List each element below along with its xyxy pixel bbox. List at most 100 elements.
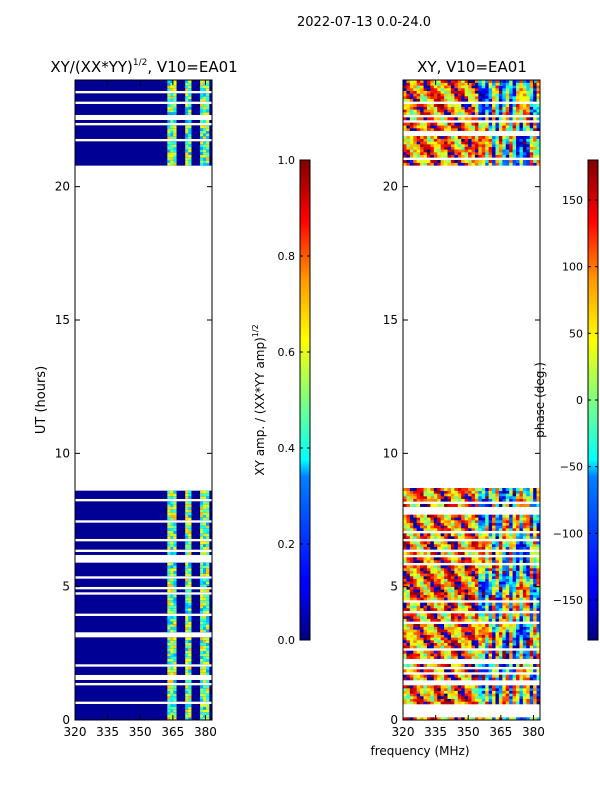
phase-cell xyxy=(457,552,462,555)
phase-cell xyxy=(420,653,424,657)
phase-cell xyxy=(457,146,462,150)
phase-cell xyxy=(536,634,540,638)
phase-cell xyxy=(447,677,452,681)
phase-cell xyxy=(461,645,465,649)
phase-cell xyxy=(516,149,520,153)
phase-cell xyxy=(516,605,520,609)
amplitude-cell xyxy=(188,490,192,494)
phase-cell xyxy=(461,154,465,158)
phase-cell xyxy=(433,493,438,497)
amplitude-cell xyxy=(188,96,192,99)
phase-cell xyxy=(536,504,540,507)
phase-cell xyxy=(437,696,441,699)
phase-cell xyxy=(492,677,496,681)
phase-cell xyxy=(416,488,421,491)
phase-cell xyxy=(420,493,424,497)
amplitude-time-row xyxy=(75,85,212,89)
phase-cell xyxy=(516,106,520,110)
phase-cell xyxy=(461,138,465,142)
phase-cell xyxy=(471,568,476,571)
phase-cell xyxy=(498,573,503,577)
phase-cell xyxy=(522,552,527,555)
phase-cell xyxy=(485,90,489,94)
phase-cell xyxy=(464,138,469,142)
phase-cell xyxy=(457,650,462,654)
amplitude-cell xyxy=(170,512,174,515)
phase-cell xyxy=(409,592,414,595)
phase-cell xyxy=(450,117,455,121)
phase-cell xyxy=(519,546,524,550)
phase-cell xyxy=(416,514,421,518)
phase-cell xyxy=(478,632,483,635)
phase-cell xyxy=(505,122,510,126)
phase-cell xyxy=(492,717,496,720)
amplitude-time-row xyxy=(75,704,212,707)
phase-cell xyxy=(516,565,520,569)
phase-cell xyxy=(437,653,441,657)
phase-cell xyxy=(536,685,540,689)
phase-cell xyxy=(406,674,411,678)
phase-cell xyxy=(478,578,483,582)
phase-cell xyxy=(423,496,428,499)
phase-cell xyxy=(447,528,452,531)
amplitude-cell xyxy=(206,565,210,569)
phase-cell xyxy=(447,613,452,617)
amplitude-cell xyxy=(188,661,192,665)
phase-cell xyxy=(437,597,441,601)
phase-cell xyxy=(502,125,507,129)
phase-cell xyxy=(529,544,534,547)
phase-cell xyxy=(502,565,507,569)
phase-cell xyxy=(516,650,520,654)
phase-cell xyxy=(403,136,407,139)
phase-cell xyxy=(509,533,513,537)
phase-cell xyxy=(526,701,531,705)
phase-cell xyxy=(457,594,462,598)
phase-cell xyxy=(440,701,445,705)
phase-cell xyxy=(413,565,417,569)
phase-cell xyxy=(454,122,459,126)
phase-cell xyxy=(461,669,465,673)
phase-cell xyxy=(430,685,435,689)
amplitude-cell xyxy=(167,512,171,515)
amplitude-cell xyxy=(200,698,204,702)
phase-cell xyxy=(406,98,411,102)
amplitude-cell xyxy=(188,624,192,627)
phase-cell xyxy=(505,656,510,659)
phase-cell xyxy=(498,514,503,518)
phase-cell xyxy=(454,496,459,499)
phase-cell xyxy=(536,536,540,539)
amplitude-cell xyxy=(206,493,210,497)
phase-cell xyxy=(481,144,486,147)
phase-cell xyxy=(461,608,465,611)
amplitude-cell xyxy=(167,573,171,577)
phase-cell xyxy=(420,490,424,494)
phase-cell xyxy=(536,656,540,659)
phase-cell xyxy=(471,602,476,606)
phase-cell xyxy=(461,565,465,569)
amplitude-cell xyxy=(200,581,204,585)
phase-cell xyxy=(505,90,510,94)
amplitude-cell xyxy=(188,570,192,574)
phase-cell xyxy=(492,592,496,595)
amplitude-cell xyxy=(167,653,171,657)
phase-cell xyxy=(474,594,479,598)
phase-cell xyxy=(519,162,524,166)
amplitude-cell xyxy=(200,149,204,153)
phase-cell xyxy=(488,629,493,633)
phase-cell xyxy=(519,514,524,518)
amplitude-cell xyxy=(206,112,210,115)
phase-cell xyxy=(529,90,534,94)
amplitude-cell xyxy=(170,125,174,129)
phase-cell xyxy=(447,160,452,163)
phase-cell xyxy=(450,122,455,126)
amplitude-cell xyxy=(173,93,177,97)
phase-cell xyxy=(478,560,483,563)
phase-cell xyxy=(492,141,496,145)
phase-cell xyxy=(502,605,507,609)
amplitude-cell xyxy=(200,93,204,97)
phase-cell xyxy=(478,594,483,598)
phase-cell xyxy=(413,629,417,633)
phase-cell xyxy=(447,90,452,94)
phase-cell xyxy=(536,149,540,153)
phase-cell xyxy=(450,141,455,145)
